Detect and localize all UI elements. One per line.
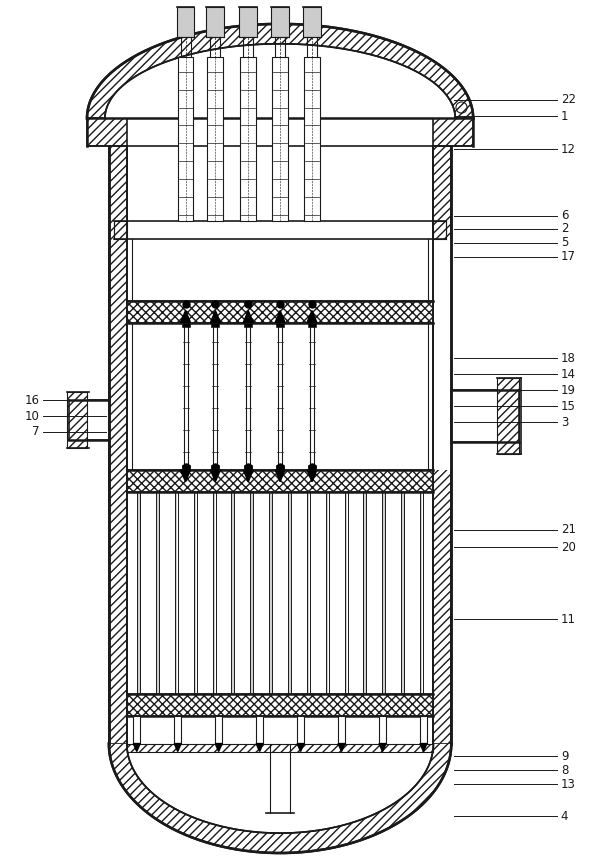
Text: 2: 2 xyxy=(561,222,568,235)
Polygon shape xyxy=(127,744,433,833)
Bar xyxy=(133,715,140,744)
Bar xyxy=(182,323,190,327)
Bar xyxy=(127,492,433,694)
Bar xyxy=(114,221,127,238)
Bar xyxy=(497,378,519,454)
Polygon shape xyxy=(297,744,304,752)
Text: 19: 19 xyxy=(561,384,576,397)
Bar xyxy=(308,323,316,327)
Text: 17: 17 xyxy=(561,251,576,263)
Polygon shape xyxy=(105,44,455,119)
Bar xyxy=(176,7,194,37)
Text: 1: 1 xyxy=(561,110,568,123)
Bar xyxy=(239,7,257,37)
Bar xyxy=(308,465,316,470)
Bar xyxy=(451,390,519,442)
Bar xyxy=(297,715,304,744)
Text: 15: 15 xyxy=(561,400,575,412)
Bar xyxy=(304,57,320,221)
Polygon shape xyxy=(181,470,191,482)
Polygon shape xyxy=(109,744,451,853)
Bar xyxy=(87,119,127,146)
Polygon shape xyxy=(275,470,285,482)
Text: 9: 9 xyxy=(561,750,568,763)
Polygon shape xyxy=(133,744,140,752)
Polygon shape xyxy=(211,470,220,482)
Polygon shape xyxy=(338,744,345,752)
Bar xyxy=(338,715,345,744)
Bar xyxy=(206,7,224,37)
Bar xyxy=(244,465,252,470)
Polygon shape xyxy=(87,24,473,119)
Polygon shape xyxy=(243,311,253,323)
Bar xyxy=(433,146,451,744)
Text: 4: 4 xyxy=(561,809,568,823)
Polygon shape xyxy=(181,311,191,323)
Bar xyxy=(272,57,288,221)
Bar xyxy=(240,57,256,221)
Text: 5: 5 xyxy=(561,237,568,250)
Bar xyxy=(127,323,433,470)
Bar xyxy=(211,465,220,470)
Text: 6: 6 xyxy=(561,209,568,222)
Bar xyxy=(211,323,220,327)
Bar xyxy=(174,715,181,744)
Text: 3: 3 xyxy=(561,416,568,429)
Bar xyxy=(127,470,433,492)
Bar xyxy=(433,221,446,238)
Bar xyxy=(379,715,386,744)
Text: 14: 14 xyxy=(561,368,576,381)
Polygon shape xyxy=(275,311,285,323)
Bar xyxy=(215,715,222,744)
Polygon shape xyxy=(307,470,317,482)
Bar xyxy=(127,744,433,752)
Polygon shape xyxy=(379,744,386,752)
Polygon shape xyxy=(174,744,181,752)
Bar xyxy=(303,7,321,37)
Text: 18: 18 xyxy=(561,352,575,365)
Bar xyxy=(271,7,289,37)
Text: 12: 12 xyxy=(561,143,576,156)
Bar xyxy=(127,238,132,470)
Text: 21: 21 xyxy=(561,523,576,536)
Bar xyxy=(109,146,127,744)
Bar xyxy=(428,238,459,470)
Bar xyxy=(178,57,193,221)
Polygon shape xyxy=(256,744,263,752)
Bar xyxy=(208,57,223,221)
Bar xyxy=(276,465,284,470)
Bar xyxy=(256,715,263,744)
Text: 22: 22 xyxy=(561,93,576,106)
Bar xyxy=(127,300,433,323)
Bar xyxy=(127,694,433,715)
Bar xyxy=(244,323,252,327)
Bar xyxy=(69,400,109,440)
Bar xyxy=(276,323,284,327)
Polygon shape xyxy=(211,311,220,323)
Polygon shape xyxy=(243,470,253,482)
Bar xyxy=(67,392,87,448)
Text: 13: 13 xyxy=(561,777,575,791)
Text: 10: 10 xyxy=(25,410,39,423)
Polygon shape xyxy=(307,311,317,323)
Bar xyxy=(433,119,473,146)
Text: 11: 11 xyxy=(561,613,576,626)
Bar xyxy=(182,465,190,470)
Bar xyxy=(420,715,427,744)
Text: 16: 16 xyxy=(24,393,39,406)
Text: 7: 7 xyxy=(32,425,39,438)
Text: 8: 8 xyxy=(561,764,568,777)
Polygon shape xyxy=(215,744,222,752)
Bar xyxy=(127,146,433,744)
Polygon shape xyxy=(420,744,427,752)
Text: 20: 20 xyxy=(561,541,575,554)
